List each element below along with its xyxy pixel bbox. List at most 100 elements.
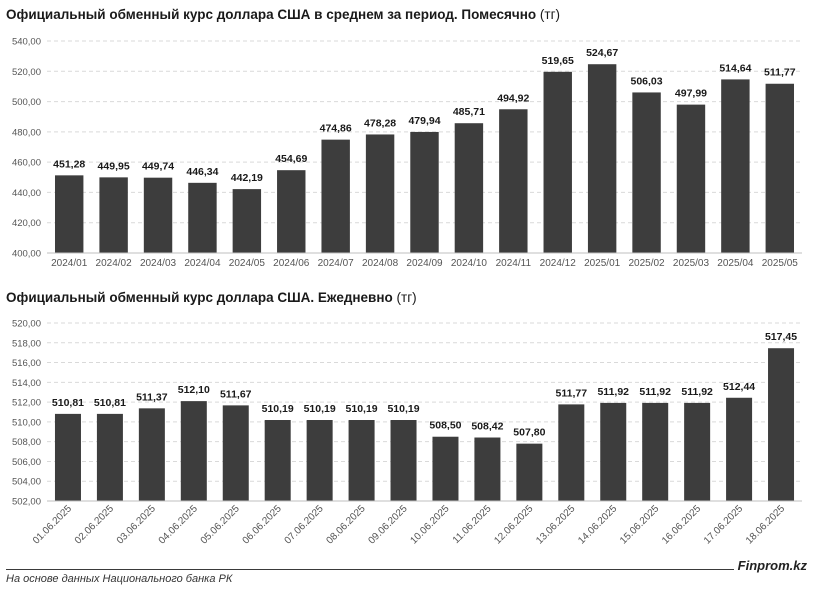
data-label: 506,03	[630, 75, 662, 87]
y-tick-label: 460,00	[12, 158, 41, 169]
data-label: 442,19	[231, 172, 263, 184]
bar	[454, 123, 484, 253]
x-tick-label: 12.06.2025	[492, 503, 535, 546]
data-label: 485,71	[453, 106, 485, 118]
x-tick-label: 09.06.2025	[366, 503, 409, 546]
bar	[765, 83, 795, 253]
data-label: 446,34	[186, 166, 218, 178]
data-label: 511,77	[764, 67, 796, 79]
y-tick-label: 520,00	[12, 319, 41, 330]
x-tick-label: 08.06.2025	[325, 503, 368, 546]
y-tick-label: 508,00	[12, 437, 41, 448]
bar	[143, 177, 173, 253]
daily-bar-chart: 502,00 504,00 506,00 508,00 510,00 512,00 514,…	[12, 319, 802, 547]
data-label: 510,19	[346, 403, 378, 415]
x-tick-label: 03.06.2025	[115, 503, 158, 546]
bar	[684, 402, 711, 501]
bar	[600, 402, 627, 501]
x-tick-label: 2024/02	[96, 258, 133, 269]
data-label: 479,94	[408, 115, 440, 127]
x-tick-label: 14.06.2025	[576, 503, 619, 546]
bar	[188, 182, 217, 253]
x-tick-label: 2024/05	[229, 258, 266, 269]
bar	[726, 397, 753, 501]
daily-chart-title: Официальный обменный курс доллара США. Е…	[6, 290, 417, 305]
data-label: 511,92	[681, 386, 713, 398]
x-tick-label: 2024/08	[362, 258, 399, 269]
source-note: На основе данных Национального банка РК	[6, 573, 233, 585]
bar	[277, 170, 306, 253]
x-tick-label: 10.06.2025	[408, 503, 451, 546]
x-tick-label: 2025/01	[584, 258, 621, 269]
x-tick-label: 16.06.2025	[660, 503, 703, 546]
bar	[499, 109, 528, 253]
x-tick-label: 02.06.2025	[73, 503, 116, 546]
data-label: 494,92	[497, 92, 529, 104]
x-tick-label: 2024/09	[406, 258, 443, 269]
y-tick-label: 480,00	[12, 127, 41, 138]
bar	[264, 420, 291, 501]
monthly-bar-chart: 400,00 420,00 440,00 460,00 480,00 500,00 520,…	[12, 37, 802, 269]
y-tick-label: 540,00	[12, 37, 41, 48]
bar	[348, 420, 375, 501]
y-tick-label: 512,00	[12, 398, 41, 409]
bar	[474, 437, 501, 501]
data-label: 454,69	[275, 153, 307, 165]
data-label: 524,67	[586, 47, 618, 59]
y-tick-label: 500,00	[12, 97, 41, 108]
bar	[321, 139, 350, 253]
x-tick-label: 2024/03	[140, 258, 177, 269]
x-tick-label: 07.06.2025	[283, 503, 326, 546]
x-tick-label: 11.06.2025	[451, 503, 494, 546]
bar	[365, 134, 395, 253]
bar	[721, 79, 750, 253]
data-label: 512,44	[723, 381, 755, 393]
bar	[390, 420, 417, 501]
x-tick-label: 01.06.2025	[31, 503, 74, 546]
y-tick-label: 506,00	[12, 457, 41, 468]
bar	[587, 64, 617, 254]
bar	[543, 71, 572, 254]
bar	[54, 175, 84, 253]
data-label: 478,28	[364, 117, 396, 129]
bar	[432, 436, 459, 501]
y-tick-label: 514,00	[12, 378, 41, 389]
bar	[99, 177, 128, 253]
bar	[180, 401, 207, 501]
x-tick-label: 15.06.2025	[618, 503, 661, 546]
bar	[222, 405, 249, 501]
y-tick-label: 440,00	[12, 188, 41, 199]
bar	[642, 402, 669, 501]
data-label: 497,99	[675, 88, 707, 100]
data-label: 514,64	[719, 62, 751, 74]
bar	[516, 443, 543, 501]
data-label: 451,28	[53, 158, 85, 170]
data-label: 512,10	[178, 384, 210, 396]
bar	[232, 189, 262, 253]
data-label: 511,92	[639, 386, 671, 398]
data-label: 511,37	[136, 391, 168, 403]
data-label: 511,67	[220, 388, 252, 400]
y-tick-label: 420,00	[12, 218, 41, 229]
x-tick-label: 05.06.2025	[199, 503, 242, 546]
y-tick-label: 502,00	[12, 497, 41, 508]
data-label: 507,80	[513, 427, 545, 439]
bar	[632, 92, 661, 254]
y-tick-label: 400,00	[12, 249, 41, 260]
data-label: 510,81	[94, 397, 126, 409]
data-label: 510,19	[262, 403, 294, 415]
data-label: 508,50	[429, 420, 461, 432]
bar	[96, 413, 123, 501]
bar	[558, 404, 585, 501]
data-label: 449,74	[142, 161, 174, 173]
data-label: 474,86	[320, 123, 352, 135]
brand-logo-text: Finprom.kz	[733, 558, 807, 573]
x-tick-label: 2024/12	[540, 258, 577, 269]
data-label: 510,19	[387, 403, 419, 415]
data-label: 511,77	[556, 387, 588, 399]
y-tick-label: 518,00	[12, 338, 41, 349]
y-tick-label: 516,00	[12, 358, 41, 369]
x-tick-label: 2024/04	[184, 258, 221, 269]
bar	[676, 104, 706, 253]
bar	[54, 413, 81, 501]
